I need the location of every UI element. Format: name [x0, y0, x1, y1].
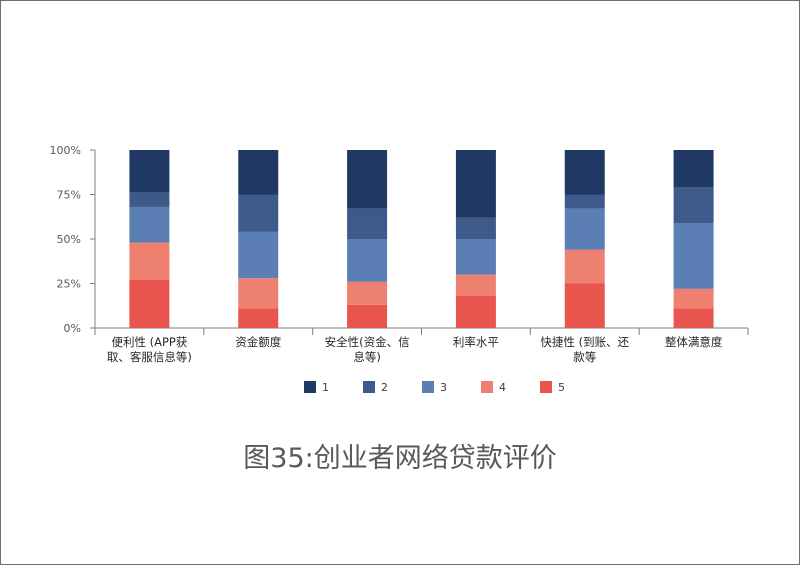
bar-segment-series-5	[238, 308, 279, 328]
bar-segment-series-3	[347, 239, 388, 282]
bar-segment-series-1	[455, 150, 496, 218]
bar-segment-series-1	[673, 150, 714, 188]
legend: 1 2 3 4 5	[304, 381, 565, 394]
bar-segment-series-5	[129, 279, 170, 328]
x-tick-label: 整体满意度	[665, 335, 723, 349]
x-tick-label: 取、客服信息等)	[107, 350, 192, 364]
legend-label-5: 5	[558, 381, 565, 394]
bar-segment-series-2	[238, 194, 279, 232]
x-tick-label: 资金额度	[235, 335, 281, 349]
x-tick-label: 安全性(资金、信	[325, 335, 410, 349]
x-axis	[94, 327, 749, 335]
x-tick-label: 便利性 (APP获	[111, 335, 187, 349]
bar-segment-series-3	[673, 222, 714, 289]
bar-segment-series-5	[347, 304, 388, 328]
bar-segment-series-2	[564, 194, 605, 209]
x-tick-label: 款等	[573, 350, 596, 364]
legend-swatch-4	[481, 381, 493, 393]
bar-segment-series-4	[347, 281, 388, 305]
legend-swatch-2	[363, 381, 375, 393]
bar-segment-series-1	[347, 150, 388, 209]
legend-label-4: 4	[499, 381, 506, 394]
bar-segment-series-1	[129, 150, 170, 193]
y-tick-label: 50%	[57, 233, 81, 246]
bar-segment-series-4	[238, 278, 279, 309]
bars	[129, 150, 714, 328]
y-tick-label: 100%	[50, 144, 81, 157]
bar-segment-series-1	[564, 150, 605, 195]
bar-segment-series-2	[455, 217, 496, 239]
legend-label-3: 3	[440, 381, 447, 394]
x-tick-label: 快捷性 (到账、还	[540, 335, 629, 349]
legend-swatch-5	[540, 381, 552, 393]
bar-segment-series-3	[238, 231, 279, 279]
legend-label-2: 2	[381, 381, 388, 394]
bar-segment-series-4	[129, 242, 170, 280]
legend-label-1: 1	[322, 381, 329, 394]
legend-swatch-1	[304, 381, 316, 393]
bar-segment-series-3	[129, 206, 170, 243]
y-axis: 0% 25% 50% 75% 100%	[50, 144, 96, 335]
y-tick-label: 75%	[57, 189, 81, 202]
bar-segment-series-2	[129, 192, 170, 207]
bar-segment-series-1	[238, 150, 279, 195]
legend-swatch-3	[422, 381, 434, 393]
bar-segment-series-5	[673, 308, 714, 328]
x-tick-label: 息等)	[353, 350, 381, 364]
bar-segment-series-3	[564, 208, 605, 250]
bar-segment-series-2	[347, 208, 388, 239]
bar-segment-series-2	[673, 187, 714, 223]
bar-segment-series-4	[673, 288, 714, 309]
bar-segment-series-4	[455, 274, 496, 296]
y-tick-label: 25%	[57, 278, 81, 291]
y-tick-label: 0%	[64, 322, 81, 335]
figure-caption: 图35:创业者网络贷款评价	[243, 443, 557, 474]
bar-segment-series-3	[455, 239, 496, 275]
bar-segment-series-5	[455, 295, 496, 328]
x-tick-label: 利率水平	[453, 335, 499, 349]
bar-segment-series-4	[564, 249, 605, 284]
bar-segment-series-5	[564, 283, 605, 328]
